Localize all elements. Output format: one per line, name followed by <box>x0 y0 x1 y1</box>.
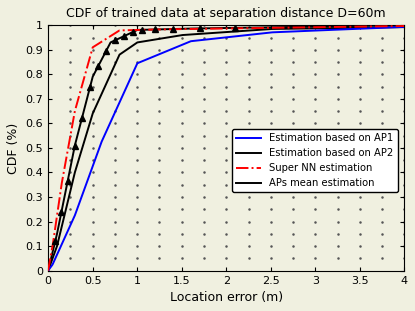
APs mean estimation <box>402 23 407 27</box>
Super NN estimation <box>256 26 261 30</box>
Estimation based on AP1 <box>314 29 319 32</box>
Y-axis label: CDF (%): CDF (%) <box>7 122 20 174</box>
APs mean estimation <box>256 26 261 29</box>
Estimation based on AP1 <box>283 30 288 34</box>
Legend: Estimation based on AP1, Estimation based on AP2, Super NN estimation, APs mean : Estimation based on AP1, Estimation base… <box>232 129 398 192</box>
Estimation based on AP1 <box>109 119 114 123</box>
Estimation based on AP1 <box>207 37 212 41</box>
Estimation based on AP1 <box>46 269 51 272</box>
Super NN estimation <box>137 28 142 32</box>
Estimation based on AP2 <box>402 25 407 29</box>
Super NN estimation <box>207 27 212 30</box>
APs mean estimation <box>283 25 288 29</box>
APs mean estimation <box>137 28 142 32</box>
Estimation based on AP1 <box>256 32 261 36</box>
Line: Estimation based on AP1: Estimation based on AP1 <box>48 27 405 271</box>
Estimation based on AP1 <box>137 60 142 64</box>
Estimation based on AP2 <box>314 26 319 30</box>
Super NN estimation <box>402 24 407 28</box>
X-axis label: Location error (m): Location error (m) <box>170 291 283 304</box>
Estimation based on AP2 <box>109 71 114 75</box>
Super NN estimation <box>109 34 114 38</box>
APs mean estimation <box>109 40 114 44</box>
Line: Super NN estimation: Super NN estimation <box>48 26 405 271</box>
Super NN estimation <box>314 26 319 29</box>
Title: CDF of trained data at separation distance D=60m: CDF of trained data at separation distan… <box>66 7 386 20</box>
Estimation based on AP2 <box>46 269 51 272</box>
APs mean estimation <box>388 23 393 27</box>
Estimation based on AP2 <box>207 31 212 35</box>
APs mean estimation <box>46 269 51 272</box>
APs mean estimation <box>207 26 212 30</box>
Estimation based on AP2 <box>283 27 288 30</box>
Line: Estimation based on AP2: Estimation based on AP2 <box>48 27 405 271</box>
Line: APs mean estimation: APs mean estimation <box>48 25 405 271</box>
Estimation based on AP2 <box>137 40 142 44</box>
Estimation based on AP1 <box>402 25 407 29</box>
APs mean estimation <box>314 25 319 28</box>
Super NN estimation <box>283 26 288 30</box>
Super NN estimation <box>46 269 51 272</box>
Estimation based on AP2 <box>256 28 261 32</box>
